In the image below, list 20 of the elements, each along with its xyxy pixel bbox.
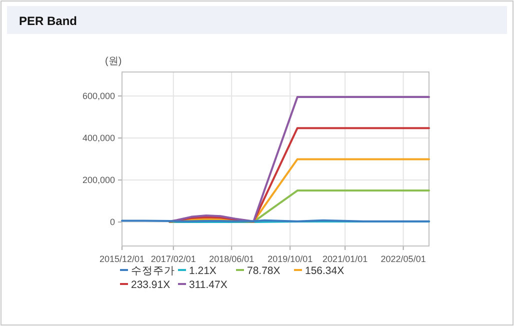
line-series — [168, 96, 430, 222]
x-tick-label: 2017/02/01 — [150, 254, 196, 264]
x-tick-label: 2021/01/01 — [322, 254, 368, 264]
x-tick-label: 2019/10/01 — [268, 254, 313, 264]
x-tick-label: 2018/06/01 — [209, 254, 254, 264]
y-tick-label: 600,000 — [82, 90, 115, 101]
x-tick-label: 2015/12/01 — [99, 254, 145, 264]
legend-label: 156.34X — [305, 265, 344, 277]
y-tick-label: 400,000 — [82, 132, 115, 143]
legend-label: 수정주가 — [131, 265, 175, 277]
line-series — [168, 127, 430, 223]
y-tick-label: 200,000 — [82, 175, 115, 186]
legend-label: 233.91X — [131, 279, 170, 291]
x-tick-label: 2022/05/01 — [380, 254, 426, 264]
legend-label: 311.47X — [189, 279, 228, 291]
chart-title: PER Band — [19, 14, 78, 28]
y-axis-title: (원) — [105, 56, 122, 67]
legend-label: 1.21X — [189, 265, 216, 277]
y-tick-label: 0 — [110, 217, 115, 228]
legend-label: 78.78X — [247, 265, 280, 277]
